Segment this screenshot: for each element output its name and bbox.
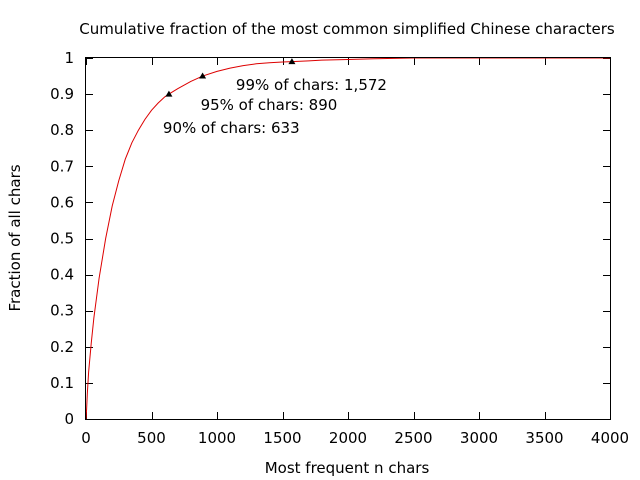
y-tick-label: 1 xyxy=(64,49,74,67)
annotation-label: 90% of chars: 633 xyxy=(163,119,300,137)
x-tick-label: 3500 xyxy=(525,429,563,447)
x-tick-label: 2000 xyxy=(329,429,367,447)
x-tick-label: 3000 xyxy=(460,429,498,447)
markers-layer xyxy=(165,58,296,97)
y-tick-label: 0.9 xyxy=(50,85,74,103)
y-tick-label: 0.7 xyxy=(50,157,74,175)
x-tick-label: 0 xyxy=(81,429,91,447)
y-tick-label: 0.2 xyxy=(50,338,74,356)
y-tick-label: 0 xyxy=(64,410,74,428)
x-tick-label: 2500 xyxy=(394,429,432,447)
annotations-layer: 90% of chars: 633 95% of chars: 890 99% of… xyxy=(163,76,387,137)
y-tick-label: 0.4 xyxy=(50,266,74,284)
y-tick-label: 0.1 xyxy=(50,374,74,392)
y-tick-label: 0.5 xyxy=(50,230,74,248)
point-marker xyxy=(199,72,207,79)
series-line-cumulative-fraction xyxy=(85,57,610,420)
chart-title: Cumulative fraction of the most common s… xyxy=(79,20,615,38)
x-tick-label: 1500 xyxy=(263,429,301,447)
plot-frame xyxy=(85,57,611,420)
ticks-layer: 0 500 1000 1500 2000 2500 3000 3500 4000 0 0.1 0.2 0… xyxy=(50,49,629,447)
x-tick-label: 1000 xyxy=(198,429,236,447)
point-marker xyxy=(165,90,173,97)
x-axis-label: Most frequent n chars xyxy=(265,459,430,477)
point-marker xyxy=(288,58,296,65)
x-tick-label: 4000 xyxy=(591,429,629,447)
x-tick-label: 500 xyxy=(137,429,166,447)
y-tick-label: 0.8 xyxy=(50,121,74,139)
annotation-label: 95% of chars: 890 xyxy=(201,96,338,114)
y-axis-label: Fraction of all chars xyxy=(6,164,24,311)
y-tick-label: 0.6 xyxy=(50,193,74,211)
y-tick-label: 0.3 xyxy=(50,302,74,320)
annotation-label: 99% of chars: 1,572 xyxy=(236,76,387,94)
